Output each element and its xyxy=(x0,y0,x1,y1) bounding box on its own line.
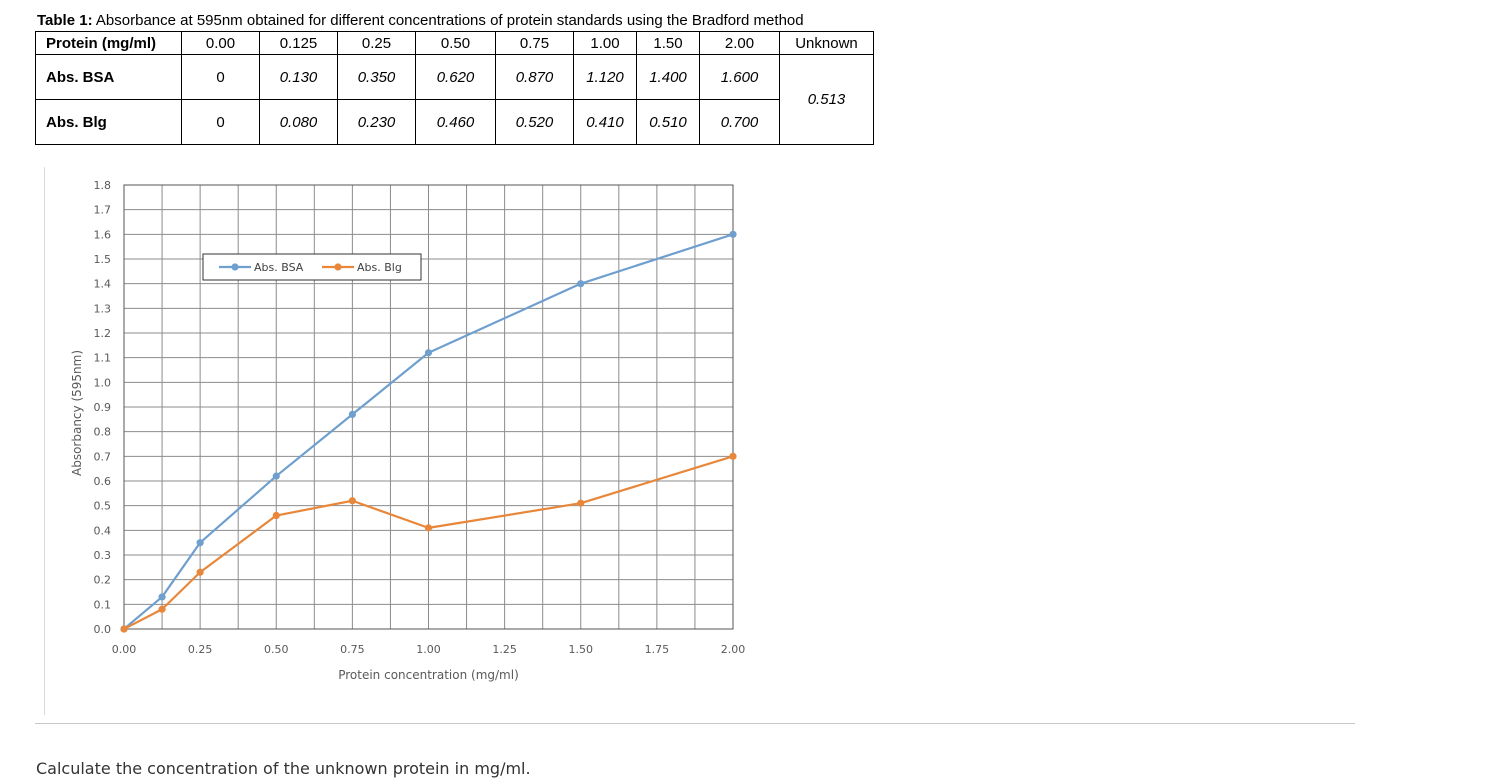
y-axis-title: Absorbancy (595nm) xyxy=(70,350,84,476)
y-tick-label: 0.0 xyxy=(94,623,112,636)
data-point xyxy=(348,410,356,418)
y-tick-label: 1.1 xyxy=(94,352,112,365)
x-tick-label: 0.50 xyxy=(264,643,289,656)
y-tick-label: 1.8 xyxy=(94,179,112,192)
table-cell: 0.080 xyxy=(259,99,338,145)
question-text: Calculate the concentration of the unkno… xyxy=(36,759,531,778)
table-cell: 0.620 xyxy=(415,54,496,100)
data-point xyxy=(424,524,433,532)
plot-area-border xyxy=(123,184,734,630)
legend-box xyxy=(202,253,422,281)
y-tick-label: 1.6 xyxy=(94,228,112,241)
y-tick-label: 0.6 xyxy=(94,475,112,488)
x-tick-label: 0.75 xyxy=(340,643,365,656)
table-row-label: Abs. Blg xyxy=(35,99,182,145)
table-cell: 0.870 xyxy=(495,54,574,100)
table-row-label: Abs. BSA xyxy=(35,54,182,100)
table-cell: 1.600 xyxy=(699,54,780,100)
table-header-row: Protein (mg/ml) 0.00 0.125 0.25 0.50 0.7… xyxy=(35,31,874,55)
chart-container: 0.0 0.1 0.2 0.3 0.4 0.5 0.6 0.7 0.8 0.9 1.0 1.1 1.2 1… xyxy=(44,167,765,715)
divider xyxy=(35,723,1355,724)
table-header-cell: 1.00 xyxy=(573,31,637,55)
x-tick-label: 1.00 xyxy=(416,643,441,656)
table-header-cell: 0.00 xyxy=(181,31,260,55)
y-tick-label: 0.1 xyxy=(94,598,112,611)
legend-swatch-marker xyxy=(334,263,342,271)
data-point xyxy=(196,568,204,576)
y-tick-label: 1.0 xyxy=(94,376,112,389)
x-tick-label: 2.00 xyxy=(721,643,746,656)
table-cell: 0.350 xyxy=(337,54,416,100)
table-cell: 0.230 xyxy=(337,99,416,145)
data-point xyxy=(158,593,166,601)
y-tick-label: 1.4 xyxy=(94,278,112,291)
legend-label: Abs. Blg xyxy=(357,261,402,274)
table-caption: Table 1: Absorbance at 595nm obtained fo… xyxy=(37,12,804,29)
table-header-cell: 0.125 xyxy=(259,31,338,55)
table-cell: 0 xyxy=(181,99,260,145)
data-point xyxy=(158,605,166,613)
data-point xyxy=(348,497,356,505)
table-cell: 0.510 xyxy=(636,99,700,145)
x-tick-label: 0.25 xyxy=(188,643,213,656)
y-tick-label: 1.2 xyxy=(94,327,112,340)
table-row-blg: Abs. Blg 0 0.080 0.230 0.460 0.520 0.410… xyxy=(35,99,874,145)
x-tick-label: 1.50 xyxy=(569,643,594,656)
table-header-label: Protein (mg/ml) xyxy=(35,31,182,55)
data-point xyxy=(272,511,280,520)
table-cell: 0 xyxy=(181,54,260,100)
y-tick-label: 0.8 xyxy=(94,426,112,439)
y-tick-label: 0.4 xyxy=(94,524,112,537)
table-cell: 1.120 xyxy=(573,54,637,100)
y-tick-label: 0.2 xyxy=(94,574,112,587)
table-caption-label: Table 1: xyxy=(37,12,93,29)
table-header-cell: 1.50 xyxy=(636,31,700,55)
absorbance-chart: 0.0 0.1 0.2 0.3 0.4 0.5 0.6 0.7 0.8 0.9 1.0 1.1 1.2 1… xyxy=(70,179,746,682)
table-cell: 1.400 xyxy=(636,54,700,100)
table-cell: 0.130 xyxy=(259,54,338,100)
data-point xyxy=(196,539,204,547)
data-point xyxy=(729,230,737,238)
data-point xyxy=(424,349,433,357)
table-header-unknown: Unknown xyxy=(779,31,874,55)
y-tick-label: 1.7 xyxy=(94,204,112,217)
table-header-cell: 0.25 xyxy=(337,31,416,55)
series-line-1 xyxy=(123,455,734,630)
series-line-0 xyxy=(123,233,734,630)
table-header-cell: 2.00 xyxy=(699,31,780,55)
table-cell: 0.520 xyxy=(495,99,574,145)
data-point xyxy=(729,452,737,460)
table-cell: 0.410 xyxy=(573,99,637,145)
table-cell-unknown: 0.513 xyxy=(779,54,874,145)
legend-label: Abs. BSA xyxy=(254,261,304,274)
x-tick-label: 1.75 xyxy=(645,643,670,656)
legend-swatch-marker xyxy=(231,263,239,271)
table-caption-text: Absorbance at 595nm obtained for differe… xyxy=(92,12,804,29)
y-tick-label: 1.5 xyxy=(94,253,112,266)
table-row-bsa: Abs. BSA 0 0.130 0.350 0.620 0.870 1.120… xyxy=(35,54,874,145)
x-tick-label: 1.25 xyxy=(492,643,517,656)
x-tick-label: 0.00 xyxy=(112,643,137,656)
data-point xyxy=(120,625,128,633)
table-cell: 0.460 xyxy=(415,99,496,145)
data-point xyxy=(272,472,280,480)
y-tick-label: 0.9 xyxy=(94,401,112,414)
absorbance-table: Protein (mg/ml) 0.00 0.125 0.25 0.50 0.7… xyxy=(35,31,874,145)
table-header-cell: 0.50 xyxy=(415,31,496,55)
y-tick-label: 0.7 xyxy=(94,450,112,463)
table-header-cell: 0.75 xyxy=(495,31,574,55)
table-cell: 0.700 xyxy=(699,99,780,145)
data-point xyxy=(577,280,585,288)
x-axis-title: Protein concentration (mg/ml) xyxy=(338,668,519,682)
y-tick-label: 0.3 xyxy=(94,549,112,562)
y-tick-label: 1.3 xyxy=(94,302,112,315)
data-point xyxy=(577,499,585,507)
y-tick-label: 0.5 xyxy=(94,500,112,513)
